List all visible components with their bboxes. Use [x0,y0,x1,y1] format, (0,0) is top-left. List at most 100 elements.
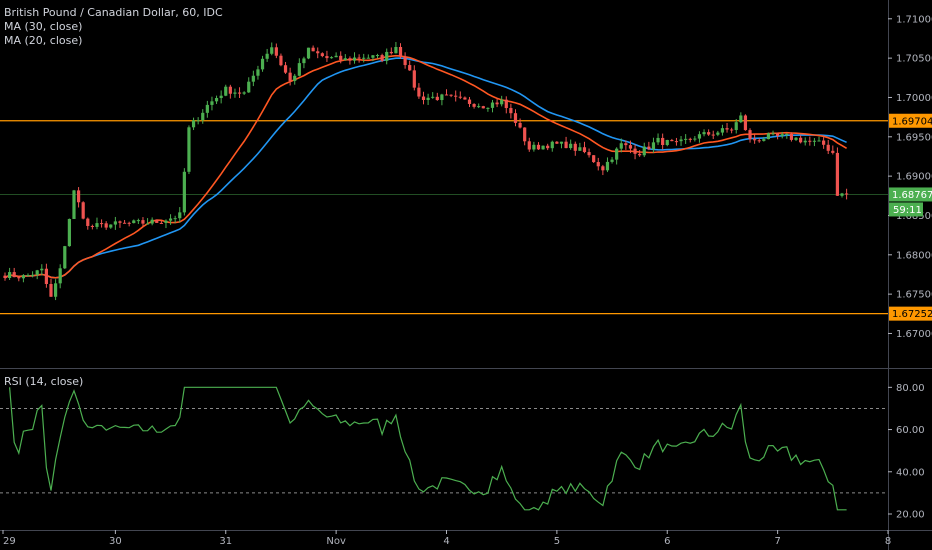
candle-body [822,140,826,145]
candle-body [803,140,807,143]
candle-body [500,99,504,105]
candle-body [454,95,458,97]
candle-body [293,75,297,81]
candle-body [35,270,39,275]
candle-body [104,223,108,228]
candle-body [306,47,311,59]
candle-body [642,146,646,156]
candle-body [357,57,361,59]
candle-body [72,190,76,219]
candle-body [582,147,587,153]
candle-body [99,223,104,225]
price-tick-label: 1.70500 [896,54,932,65]
candle-body [155,219,159,223]
candle-body [26,275,30,277]
rsi-line [9,386,847,511]
candle-body [49,283,53,297]
candle-body [325,56,329,59]
candle-body [661,137,665,145]
candle-body [95,223,99,227]
time-tick-label: 30 [109,536,122,547]
candle-body [283,65,288,73]
last-price-label: 1.68767 [892,190,932,201]
time-tick-label: Nov [326,536,346,547]
candle-body [122,222,127,224]
candle-body [352,57,357,61]
candle-body [228,86,232,94]
candle-body [201,112,205,121]
candle-body [628,145,633,149]
candle-body [776,133,780,136]
candle-body [523,127,527,142]
candle-body [688,138,692,140]
candle-body [417,87,421,97]
candle-body [343,58,347,61]
candle-body [555,141,559,144]
candle-body [569,143,573,149]
candle-body [247,81,251,93]
candle-body [840,193,844,196]
ma30-line [4,57,847,279]
candle-body [127,222,131,224]
candle-body [472,103,476,107]
candle-body [743,115,748,131]
candle-body [76,190,81,203]
candle-body [467,99,472,104]
candle-body [720,128,725,133]
candle-body [596,162,600,167]
candle-body [196,120,200,122]
ma20-line [4,54,848,279]
price-tick-label: 1.67000 [896,329,932,340]
candle-body [559,141,564,144]
candle-body [762,139,766,141]
candle-body [53,283,58,297]
candle-body [550,141,554,149]
level-price-badge [889,113,932,128]
candle-body [7,272,12,279]
candle-body [785,133,789,135]
candle-body [210,101,214,105]
time-tick-label: 4 [443,536,449,547]
candle-body [532,144,536,150]
level-price-label: 1.67252 [892,309,932,320]
candle-body [766,133,771,140]
candle-body [638,153,642,156]
candle-body [536,144,541,150]
chart-title: British Pound / Canadian Dollar, 60, IDC [4,6,223,19]
candle-body [256,69,260,76]
candle-body [421,96,426,100]
candle-body [237,92,242,94]
candle-body [412,70,416,88]
candle-body [518,122,522,128]
candle-body [831,150,835,153]
candle-body [693,138,697,140]
time-tick-label: 6 [664,536,670,547]
candle-body [132,220,136,224]
candle-body [564,141,568,149]
countdown-label: 59:11 [893,205,922,216]
candle-body [334,55,338,58]
candle-body [527,141,531,150]
candle-body [615,148,619,160]
rsi-legend: RSI (14, close) [4,375,84,388]
candle-body [118,221,122,223]
candle-body [260,58,265,70]
candle-body [633,148,637,154]
candle-body [624,143,628,146]
candle-body [205,104,209,113]
candle-body [3,275,7,279]
rsi-tick-label: 80.00 [896,383,925,394]
candle-body [513,113,518,123]
time-tick-label: 5 [554,536,560,547]
rsi-tick-label: 20.00 [896,510,925,521]
candle-body [651,142,656,150]
candle-body [490,102,495,108]
candle-body [366,57,370,59]
candle-body [408,65,412,71]
candle-body [63,246,67,269]
candle-body [40,268,44,271]
candle-body [311,47,315,52]
candle-body [159,222,163,224]
candle-body [136,220,140,222]
